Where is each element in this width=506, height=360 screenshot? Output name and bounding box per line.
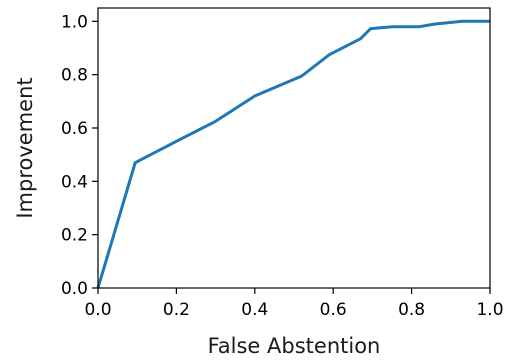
y-tick-label: 0.8 [61,66,88,86]
x-axis-label: False Abstention [208,334,381,358]
x-tick-label: 0.4 [241,300,268,320]
x-tick-label: 0.0 [84,300,111,320]
x-axis-ticks: 0.0 0.2 0.4 0.6 0.8 1.0 [84,288,504,320]
series-layer [96,19,490,289]
y-tick-label: 0.4 [61,172,88,192]
plot-frame [97,7,491,289]
y-tick-label: 1.0 [61,12,88,32]
x-tick-label: 0.6 [320,300,347,320]
y-tick-label: 0.2 [61,226,88,246]
series-line-0 [96,19,490,289]
y-tick-label: 0.6 [61,119,88,139]
y-tick-label: 0.0 [61,279,88,299]
x-tick-label: 0.2 [163,300,190,320]
y-axis-ticks: 0.0 0.2 0.4 0.6 0.8 1.0 [61,12,98,299]
x-tick-label: 0.8 [398,300,425,320]
y-axis-label: Improvement [13,77,37,218]
x-tick-label: 1.0 [476,300,503,320]
